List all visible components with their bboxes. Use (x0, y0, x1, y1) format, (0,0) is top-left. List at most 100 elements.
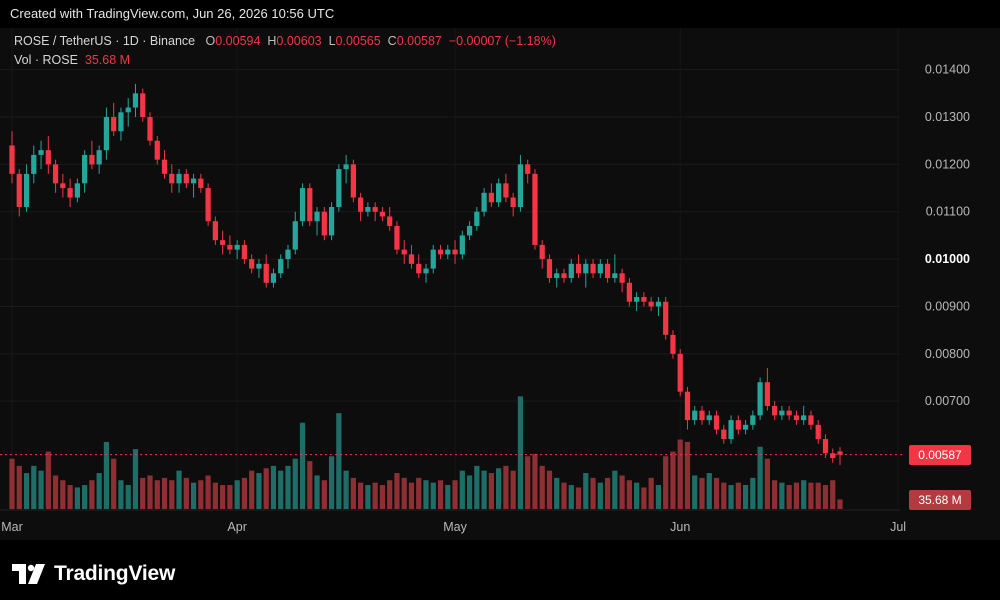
volume-bar (111, 458, 117, 509)
candle-body (728, 420, 734, 440)
candle-body (445, 249, 451, 255)
candle-body (830, 453, 836, 458)
volume-bar (503, 465, 509, 509)
price-tick-label: 0.01000 (925, 252, 970, 266)
candle (16, 169, 22, 217)
volume-bar (358, 482, 364, 509)
candle-body (713, 415, 720, 430)
candle (437, 244, 444, 260)
volume-bar (321, 480, 327, 509)
volume-bar (394, 473, 400, 509)
candle (772, 401, 778, 421)
last-price-tag: 0.00587 (909, 444, 971, 465)
volume-bar (459, 470, 465, 509)
candle (546, 254, 553, 283)
chart-panel[interactable]: 0.01400 0.01300 0.01200 0.01100 0.01000 0.009… (0, 28, 1000, 540)
candle (82, 150, 88, 193)
volume-bar (532, 453, 538, 509)
candle-body (52, 164, 59, 184)
candle (503, 173, 509, 203)
candle-body (583, 263, 589, 274)
tradingview-logo[interactable]: TradingView (12, 562, 175, 586)
volume-label[interactable]: Vol · ROSE (14, 53, 78, 67)
volume-bars (9, 396, 843, 509)
candle (111, 102, 117, 136)
candle-body (89, 154, 95, 165)
candle (350, 159, 356, 203)
volume-bar (757, 446, 763, 509)
volume-bar (706, 473, 712, 509)
symbol-label[interactable]: ROSE / TetherUS · 1D · Binance (14, 34, 196, 48)
volume-bar (103, 441, 110, 509)
candle-body (140, 93, 146, 118)
candlestick-chart[interactable]: 0.01400 0.01300 0.01200 0.01100 0.01000 0.009… (0, 28, 1000, 540)
volume-bar (401, 477, 407, 509)
candle-body (561, 273, 567, 279)
candle (837, 447, 843, 466)
candle-body (837, 451, 843, 455)
volume-bar (561, 482, 567, 509)
candle (394, 221, 400, 255)
candle (416, 254, 422, 279)
candle-body (575, 263, 582, 274)
close-value: 0.00587 (396, 34, 442, 48)
candle-body (408, 254, 415, 264)
candle (408, 244, 415, 269)
footer-brand: TradingView (54, 562, 176, 585)
volume-bar (575, 487, 582, 509)
candle (713, 410, 720, 435)
candle-body (655, 301, 662, 307)
volume-bar (713, 477, 720, 509)
candle (561, 268, 567, 283)
volume-bar (619, 475, 625, 509)
volume-bar (699, 477, 705, 509)
volume-bar (721, 482, 727, 509)
candle-body (619, 273, 625, 283)
candle (779, 405, 785, 421)
candle (510, 192, 516, 217)
time-tick-label: Jul (890, 520, 906, 534)
volume-bar (779, 482, 785, 509)
candle-body (474, 211, 480, 226)
time-tick-label: Apr (227, 520, 246, 534)
candle (401, 240, 407, 264)
volume-bar (379, 485, 386, 509)
volume-bar (655, 485, 662, 509)
volume-bar (60, 480, 66, 509)
candle-body (466, 225, 473, 236)
candle (786, 405, 792, 421)
tradingview-logo-icon (12, 564, 45, 584)
candle-body (45, 150, 51, 165)
candle (292, 211, 298, 255)
candle (488, 183, 494, 208)
candle (648, 296, 654, 312)
candle (190, 173, 197, 198)
candle-body (437, 249, 444, 255)
volume-bar (154, 480, 160, 509)
candle (655, 296, 662, 316)
candle (517, 154, 524, 212)
candle-body (634, 296, 640, 302)
candle (372, 202, 378, 222)
candle-body (822, 439, 829, 454)
candle-body (786, 410, 792, 416)
candle (169, 164, 175, 193)
candle-body (750, 415, 756, 425)
volume-bar (772, 480, 778, 509)
volume-bar (822, 485, 829, 509)
volume-bar (692, 475, 698, 509)
price-tick-label: 0.00700 (925, 394, 970, 408)
candle (699, 405, 705, 425)
candle (140, 88, 146, 122)
volume-bar (408, 482, 415, 509)
candle-body (278, 259, 284, 274)
candle-body (742, 424, 749, 430)
volume-bar (663, 456, 669, 509)
candle (52, 159, 59, 193)
candle (742, 420, 749, 435)
candle (612, 254, 618, 283)
volume-bar (132, 449, 139, 509)
candle (822, 434, 829, 458)
candle (198, 173, 204, 193)
candle (634, 292, 640, 312)
